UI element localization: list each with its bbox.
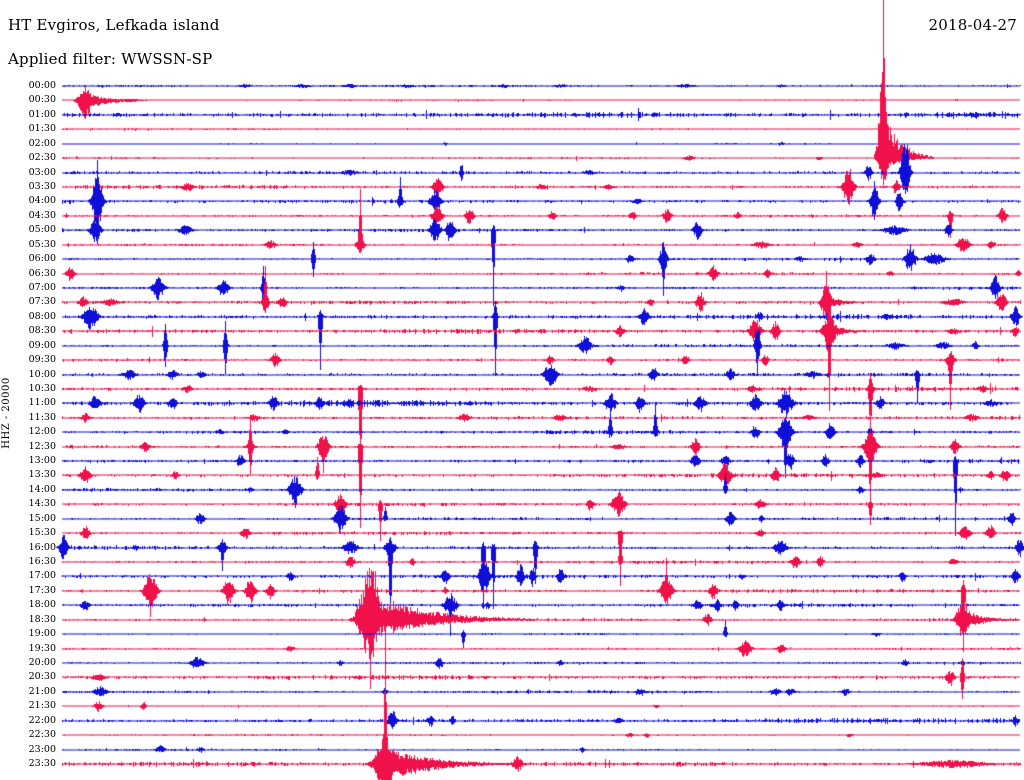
time-label: 07:30 bbox=[28, 296, 56, 308]
time-label: 04:30 bbox=[28, 209, 56, 221]
time-label: 06:30 bbox=[28, 267, 56, 279]
time-label: 08:00 bbox=[28, 310, 56, 322]
date-label: 2018-04-27 bbox=[928, 16, 1017, 34]
time-label: 15:30 bbox=[28, 527, 56, 539]
filter-label: Applied filter: WWSSN-SP bbox=[8, 50, 213, 68]
time-label: 19:00 bbox=[28, 628, 56, 640]
time-label: 17:30 bbox=[28, 584, 56, 596]
time-label: 07:00 bbox=[28, 281, 56, 293]
time-label: 14:30 bbox=[28, 498, 56, 510]
time-label: 03:30 bbox=[28, 180, 56, 192]
time-label: 00:00 bbox=[28, 80, 56, 91]
time-label: 13:00 bbox=[28, 455, 56, 467]
time-label: 12:30 bbox=[28, 440, 56, 452]
page-title: HT Evgiros, Lefkada island bbox=[8, 16, 220, 34]
time-label: 01:00 bbox=[28, 108, 56, 120]
time-label: 19:30 bbox=[28, 642, 56, 654]
time-label: 11:30 bbox=[28, 411, 56, 423]
time-label: 21:00 bbox=[28, 685, 56, 697]
time-label: 04:00 bbox=[28, 195, 56, 207]
time-label: 20:00 bbox=[28, 657, 56, 668]
time-label: 13:30 bbox=[28, 469, 56, 481]
time-label: 06:00 bbox=[28, 253, 56, 265]
time-label: 02:30 bbox=[28, 152, 56, 164]
time-label: 08:30 bbox=[28, 325, 56, 337]
time-label: 05:30 bbox=[28, 238, 56, 250]
time-label: 10:30 bbox=[28, 382, 56, 394]
time-label: 16:00 bbox=[28, 541, 56, 553]
time-label: 00:30 bbox=[28, 94, 56, 106]
time-label: 10:00 bbox=[28, 368, 56, 380]
time-label: 18:30 bbox=[28, 613, 56, 625]
time-label: 02:00 bbox=[28, 137, 56, 149]
time-label: 03:00 bbox=[28, 166, 56, 178]
time-label: 05:00 bbox=[28, 224, 56, 236]
time-label: 22:30 bbox=[28, 729, 56, 741]
time-label: 20:30 bbox=[28, 671, 56, 683]
time-label: 15:00 bbox=[28, 512, 56, 524]
time-label: 17:00 bbox=[28, 570, 56, 582]
time-label: 21:30 bbox=[28, 700, 56, 712]
time-label: 16:30 bbox=[28, 556, 56, 568]
time-label: 09:00 bbox=[28, 339, 56, 351]
time-label: 11:00 bbox=[28, 397, 56, 409]
time-label: 23:00 bbox=[28, 743, 56, 755]
time-label: 01:30 bbox=[28, 123, 56, 135]
time-label: 23:30 bbox=[28, 757, 56, 769]
time-label: 18:00 bbox=[28, 599, 56, 611]
time-label: 14:00 bbox=[28, 483, 56, 495]
time-label: 09:30 bbox=[28, 354, 56, 366]
time-label: 12:00 bbox=[28, 426, 56, 438]
time-label: 22:00 bbox=[28, 714, 56, 726]
